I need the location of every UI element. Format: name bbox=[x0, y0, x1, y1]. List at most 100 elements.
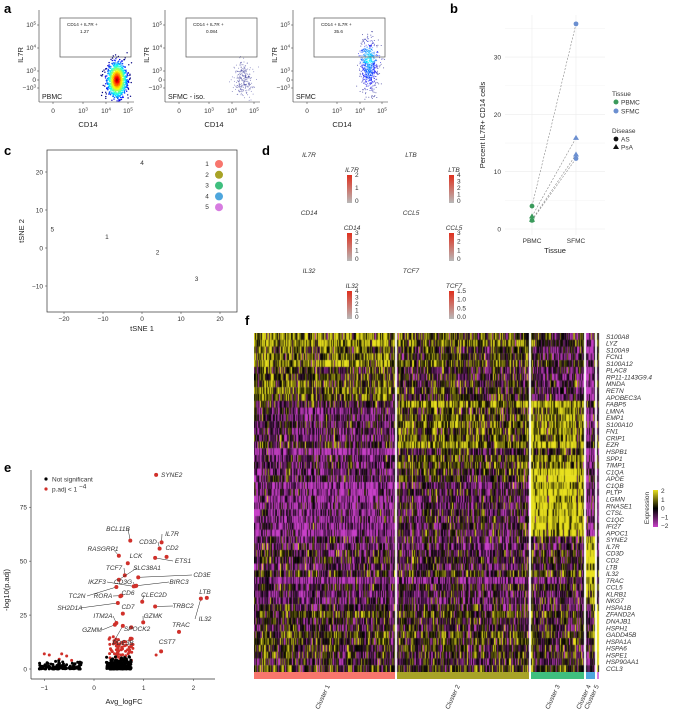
flow-event bbox=[244, 70, 246, 72]
leader-line bbox=[79, 602, 118, 609]
nonsignificant-point bbox=[46, 665, 50, 669]
patient-connector bbox=[531, 158, 577, 221]
nonsignificant-point bbox=[57, 659, 61, 663]
flow-event bbox=[116, 79, 118, 81]
gene-label: CD3G bbox=[114, 579, 132, 586]
flow-event bbox=[238, 82, 240, 84]
flow-event bbox=[375, 82, 377, 84]
gene-row-label: CD3D bbox=[606, 551, 624, 558]
color-scale-title: CCL5 bbox=[446, 225, 463, 232]
flow-event bbox=[119, 58, 121, 61]
flow-event bbox=[249, 88, 251, 90]
tick-base: 10 bbox=[152, 22, 160, 29]
flow-event bbox=[242, 70, 244, 72]
flow-event bbox=[240, 90, 242, 92]
x-tick-label: 1 bbox=[142, 685, 146, 692]
flow-event bbox=[367, 55, 369, 57]
flow-event bbox=[374, 84, 376, 86]
nonsignificant-point bbox=[54, 659, 58, 663]
flow-event bbox=[240, 77, 242, 79]
flow-event bbox=[361, 48, 363, 50]
flow-event bbox=[239, 89, 241, 91]
nonsignificant-point bbox=[105, 661, 109, 664]
labeled-gene-point bbox=[176, 629, 181, 634]
flow-event bbox=[374, 62, 376, 64]
gene-label: SPOCK2 bbox=[124, 626, 151, 633]
labeled-gene-point bbox=[198, 596, 203, 601]
nonsignificant-point bbox=[113, 664, 117, 668]
gene-row-label: LGMN bbox=[606, 496, 625, 503]
flow-event bbox=[373, 51, 375, 53]
flow-event bbox=[372, 42, 374, 44]
labeled-gene-point bbox=[153, 555, 158, 560]
flow-event bbox=[246, 89, 248, 91]
flow-event bbox=[121, 88, 124, 90]
flow-event bbox=[115, 94, 117, 96]
tick-exponent: 5 bbox=[130, 107, 133, 112]
flow-event bbox=[369, 50, 371, 52]
flow-x-tick-label: 103 bbox=[204, 107, 214, 116]
flow-event bbox=[124, 81, 127, 83]
flow-event bbox=[112, 94, 115, 96]
flow-events-1 bbox=[229, 56, 259, 101]
flow-event bbox=[124, 83, 127, 85]
flow-event bbox=[127, 72, 130, 74]
flow-event bbox=[375, 92, 377, 94]
flow-event bbox=[359, 61, 361, 63]
flow-event bbox=[366, 74, 368, 76]
flow-event bbox=[364, 53, 366, 55]
flow-event bbox=[375, 67, 377, 69]
flow-event bbox=[106, 78, 109, 80]
color-scale-label: 1.5 bbox=[457, 288, 466, 295]
flow-event bbox=[373, 71, 375, 73]
flow-event bbox=[110, 91, 112, 93]
gene-row-label: LYZ bbox=[606, 341, 618, 348]
flow-event bbox=[366, 58, 368, 60]
color-scale-label: 0 bbox=[457, 256, 461, 263]
flow-event bbox=[107, 89, 109, 91]
flow-event bbox=[366, 79, 368, 81]
significant-point bbox=[126, 652, 130, 656]
flow-event bbox=[117, 96, 119, 99]
gene-label: TCF7 bbox=[106, 565, 123, 572]
cluster-axis-label: Cluster 2 bbox=[444, 684, 461, 711]
cluster-label: 5 bbox=[50, 227, 54, 234]
flow-event bbox=[361, 59, 363, 61]
flow-event bbox=[235, 85, 237, 87]
flow-event bbox=[372, 52, 374, 54]
gene-label: IL32 bbox=[199, 616, 212, 623]
flow-event bbox=[113, 86, 115, 89]
sample-label: SFMC bbox=[296, 94, 316, 101]
flow-event bbox=[112, 62, 115, 64]
gene-label: IKZF3 bbox=[88, 579, 106, 586]
flow-event bbox=[372, 49, 374, 51]
tick-exponent: 3 bbox=[33, 67, 36, 72]
x-axis-label: Avg_logFC bbox=[106, 697, 144, 706]
x-axis-label: CD14 bbox=[332, 120, 351, 129]
color-scale-label: 2 bbox=[457, 239, 461, 246]
flow-event bbox=[237, 77, 239, 79]
panel-label-f: f bbox=[245, 313, 250, 328]
flow-event bbox=[251, 86, 253, 88]
flow-event bbox=[256, 79, 257, 80]
flow-event bbox=[100, 74, 102, 77]
flow-event bbox=[111, 92, 113, 95]
flow-event bbox=[108, 61, 110, 64]
flow-event bbox=[377, 82, 379, 84]
flow-event bbox=[366, 40, 368, 41]
flow-event bbox=[105, 83, 107, 85]
flow-event bbox=[374, 95, 376, 96]
flow-event bbox=[239, 73, 241, 75]
flow-event bbox=[364, 78, 366, 80]
flow-event bbox=[362, 34, 363, 36]
gate-percent: 35.6 bbox=[334, 29, 343, 34]
flow-event bbox=[246, 77, 248, 78]
flow-event bbox=[363, 82, 365, 84]
flow-event bbox=[109, 86, 111, 88]
flow-event bbox=[365, 70, 367, 72]
nonsignificant-point bbox=[128, 655, 131, 659]
gene-label: GZMM bbox=[82, 627, 102, 634]
flow-event bbox=[246, 91, 248, 93]
gene-row-label: S100A12 bbox=[606, 361, 633, 368]
flow-event bbox=[365, 73, 366, 75]
